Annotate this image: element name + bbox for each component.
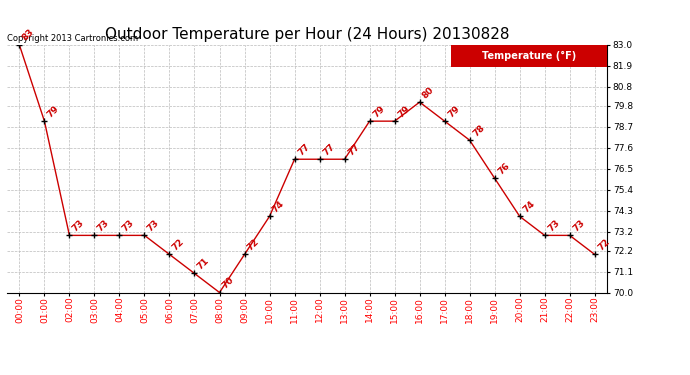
Text: 72: 72 [596,237,611,252]
Text: 77: 77 [296,142,311,157]
Text: 79: 79 [446,104,462,119]
Text: 83: 83 [21,28,36,43]
Text: 79: 79 [396,104,411,119]
Text: 72: 72 [246,237,262,252]
Text: 74: 74 [521,199,536,214]
Text: 70: 70 [221,275,236,290]
Text: 74: 74 [271,199,286,214]
Text: 73: 73 [571,218,586,233]
Text: 76: 76 [496,161,511,176]
Text: 73: 73 [96,218,111,233]
Text: 79: 79 [371,104,386,119]
Text: 73: 73 [71,218,86,233]
Text: Copyright 2013 Cartronics.com: Copyright 2013 Cartronics.com [7,33,138,42]
Text: 77: 77 [346,142,362,157]
Title: Outdoor Temperature per Hour (24 Hours) 20130828: Outdoor Temperature per Hour (24 Hours) … [105,27,509,42]
Text: 73: 73 [546,218,562,233]
Text: 73: 73 [146,218,161,233]
Text: 79: 79 [46,104,61,119]
Text: 72: 72 [171,237,186,252]
Text: 77: 77 [321,142,336,157]
Text: 71: 71 [196,256,211,271]
Text: 73: 73 [121,218,136,233]
Text: 80: 80 [421,85,436,100]
Text: 78: 78 [471,123,486,138]
